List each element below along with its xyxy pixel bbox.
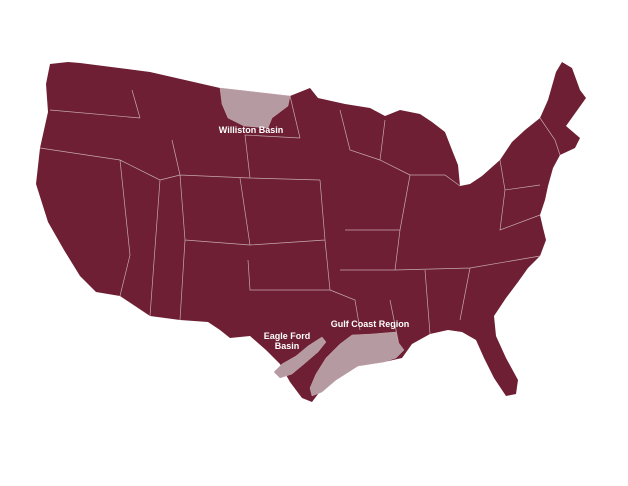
eagle-ford-basin-label-line1: Eagle Ford [264,331,311,341]
williston-basin-label: Williston Basin [219,125,283,135]
gulf-coast-region-label: Gulf Coast Region [331,319,410,329]
state-borders [39,89,561,351]
eagle-ford-basin-region[interactable] [273,336,327,379]
gulf-coast-region[interactable] [309,331,405,397]
williston-basin-region[interactable] [219,87,291,129]
eagle-ford-basin-label-line2: Basin [275,341,300,351]
